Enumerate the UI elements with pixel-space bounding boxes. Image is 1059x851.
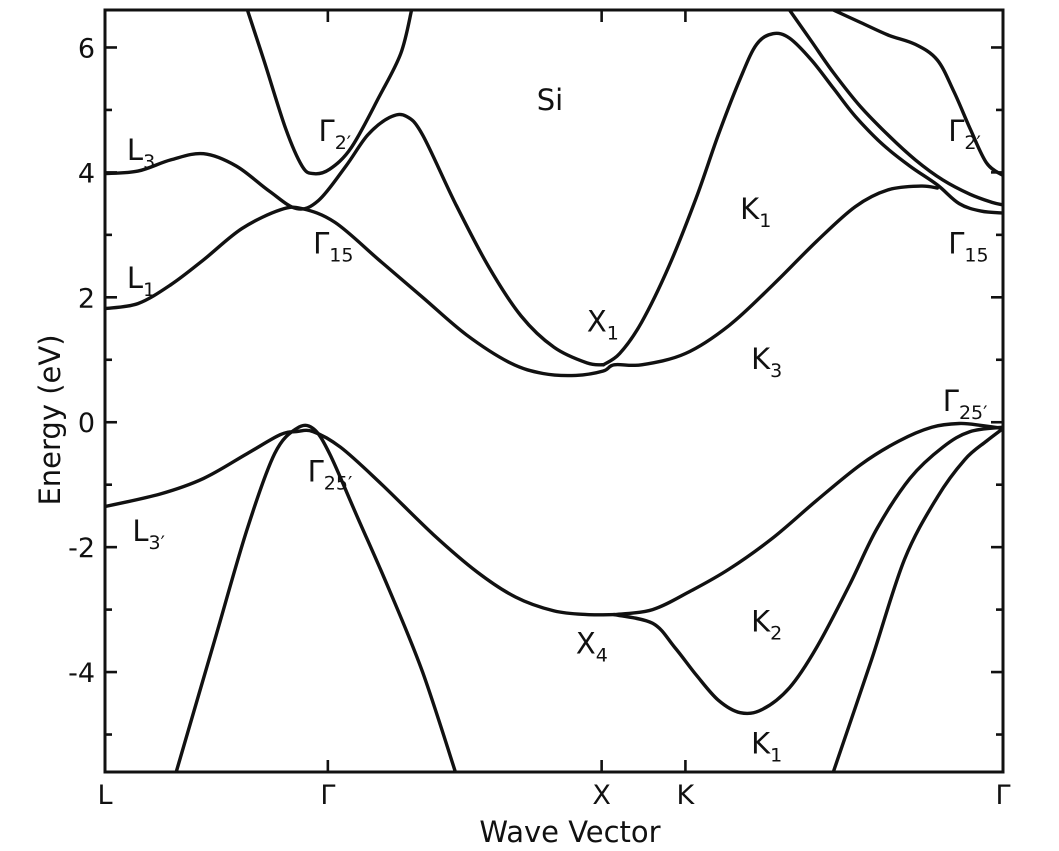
symmetry-point-label: X4 bbox=[576, 626, 608, 666]
band-line-9 bbox=[601, 31, 1003, 367]
y-tick-label: 6 bbox=[78, 33, 95, 64]
band-line-5 bbox=[831, 426, 1003, 772]
chart-frame bbox=[103, 8, 1005, 774]
y-tick-label: 4 bbox=[78, 158, 95, 189]
symmetry-point-label: Γ2′ bbox=[948, 114, 981, 154]
band-line-6 bbox=[105, 184, 939, 378]
band-line-7 bbox=[105, 112, 605, 367]
symmetry-point-label: Γ15 bbox=[948, 227, 988, 267]
y-tick-label: 2 bbox=[78, 283, 95, 314]
x-tick-label: Γ bbox=[995, 780, 1010, 811]
band-line-4 bbox=[612, 425, 1003, 716]
symmetry-point-label: K3 bbox=[751, 342, 782, 382]
symmetry-point-label: Γ25′ bbox=[943, 384, 988, 424]
y-tick-label: 0 bbox=[78, 408, 95, 439]
symmetry-point-label: K1 bbox=[740, 192, 771, 232]
symmetry-point-label: Γ25′ bbox=[308, 455, 353, 495]
band-line-3 bbox=[612, 421, 1003, 617]
x-axis-label: Wave Vector bbox=[479, 815, 660, 849]
y-tick-label: -4 bbox=[68, 658, 95, 689]
chart-title: Si bbox=[537, 83, 563, 117]
symmetry-point-label: L3′ bbox=[132, 514, 165, 554]
symmetry-point-label: L1 bbox=[127, 261, 155, 301]
band-line-1 bbox=[105, 428, 616, 617]
symmetry-point-label: Γ2′ bbox=[319, 114, 352, 154]
symmetry-point-label: K2 bbox=[751, 604, 782, 644]
axis-ticks: -4 -2 0 2 4 6 L Γ X K Γ bbox=[68, 10, 1011, 811]
symmetry-point-label: X1 bbox=[587, 305, 619, 345]
y-axis-label: Energy (eV) bbox=[33, 334, 67, 505]
band-line-10 bbox=[787, 10, 1003, 207]
x-tick-label: K bbox=[677, 780, 696, 811]
band-line-8 bbox=[245, 10, 414, 176]
band-line-11 bbox=[831, 10, 1003, 178]
symmetry-point-label: K1 bbox=[751, 726, 782, 766]
x-tick-label: X bbox=[592, 780, 611, 811]
x-tick-label: Γ bbox=[320, 780, 335, 811]
band-lines bbox=[105, 10, 1003, 772]
symmetry-point-label: Γ15 bbox=[313, 227, 353, 267]
symmetry-labels: L3 L1 L3′ Γ2′ Γ15 Γ25′ X1 X4 K1 K3 K2 K1 Γ2′ Γ15 Γ25′ bbox=[127, 114, 989, 766]
symmetry-point-label: L3 bbox=[127, 133, 155, 173]
band-line-2 bbox=[174, 423, 458, 772]
y-tick-label: -2 bbox=[68, 533, 95, 564]
x-tick-label: L bbox=[97, 780, 112, 811]
